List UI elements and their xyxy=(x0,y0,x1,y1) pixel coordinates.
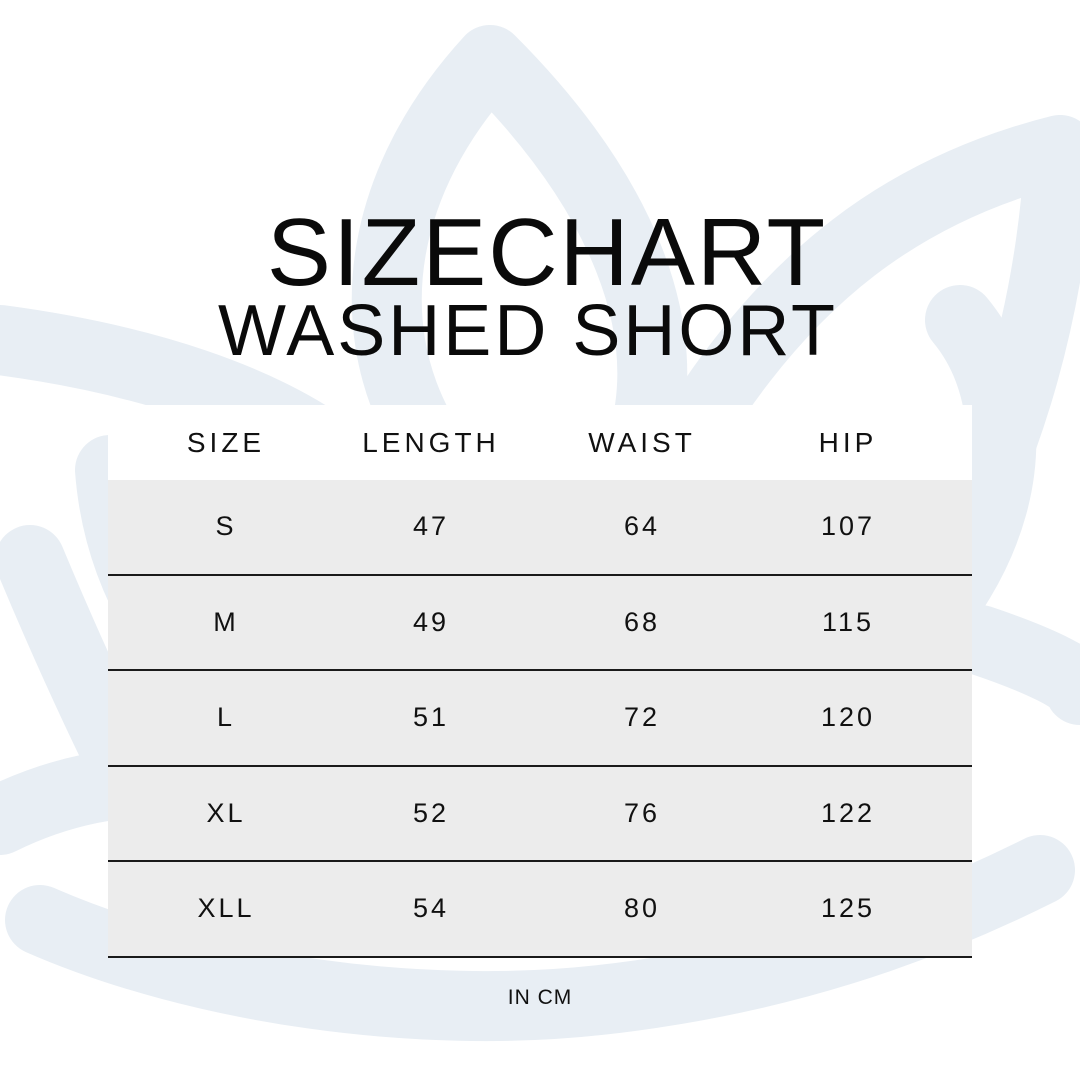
header-hip: HIP xyxy=(818,426,878,458)
cell-waist: 80 xyxy=(623,893,661,924)
table-header: SIZE LENGTH WAIST HIP xyxy=(108,405,972,480)
cell-waist: 72 xyxy=(623,702,661,733)
cell-hip: 115 xyxy=(821,606,875,637)
table-row: L 51 72 120 xyxy=(108,671,972,767)
cell-hip: 125 xyxy=(820,893,876,924)
cell-waist: 68 xyxy=(623,606,661,637)
page-title: SIZECHART xyxy=(266,199,828,306)
cell-hip: 107 xyxy=(820,511,876,542)
cell-length: 47 xyxy=(412,511,450,542)
product-name: WASHED SHORT xyxy=(217,291,839,371)
cell-size: XL xyxy=(206,797,246,828)
cell-waist: 76 xyxy=(623,797,661,828)
header-length: LENGTH xyxy=(362,426,500,458)
table-row: XLL 54 80 125 xyxy=(108,862,972,958)
cell-hip: 122 xyxy=(820,797,876,828)
cell-waist: 64 xyxy=(623,511,661,542)
cell-size: L xyxy=(216,702,236,733)
cell-size: XLL xyxy=(197,893,255,924)
cell-length: 52 xyxy=(412,797,450,828)
header-size: SIZE xyxy=(186,426,266,458)
unit-note: IN CM xyxy=(507,986,573,1009)
cell-length: 51 xyxy=(412,702,450,733)
cell-length: 49 xyxy=(412,606,450,637)
header-waist: WAIST xyxy=(588,426,696,458)
cell-size: S xyxy=(215,511,237,542)
cell-length: 54 xyxy=(412,893,450,924)
table-row: M 49 68 115 xyxy=(108,575,972,671)
cell-size: M xyxy=(213,606,239,637)
table-row: S 47 64 107 xyxy=(108,480,972,576)
cell-hip: 120 xyxy=(820,702,876,733)
size-table: SIZE LENGTH WAIST HIP S 47 64 107 M 49 6… xyxy=(108,405,972,958)
table-row: XL 52 76 122 xyxy=(108,766,972,862)
